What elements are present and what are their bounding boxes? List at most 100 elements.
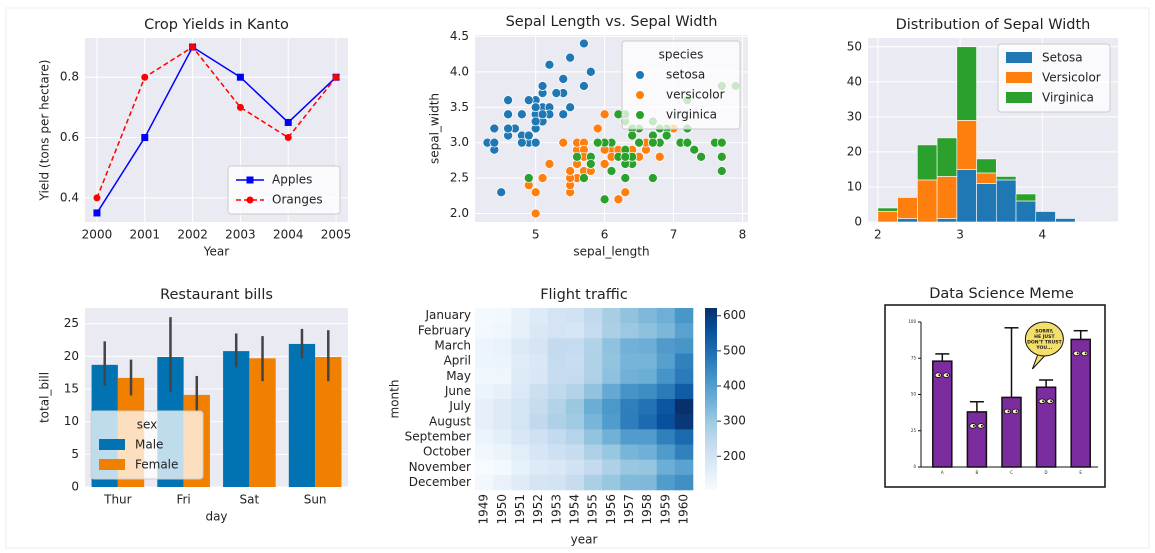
bar (995, 179, 1017, 223)
x-tick-label: 1958 (640, 494, 654, 525)
colorbar-tick-label: 200 (723, 449, 746, 463)
annotation: SORRY, (1035, 329, 1054, 335)
point (634, 137, 644, 148)
x-tick-label: 1949 (477, 494, 491, 525)
heat-cell (584, 338, 603, 354)
heat-cell (620, 338, 639, 354)
legend-title: sex (137, 418, 158, 432)
heat-cell (638, 414, 657, 430)
point (544, 59, 555, 70)
heat-cell (602, 383, 621, 400)
point (592, 123, 603, 134)
heat-cell (602, 459, 621, 476)
chart-title: Distribution of Sepal Width (896, 17, 1091, 33)
heat-cell (602, 308, 621, 324)
legend-label: Virginica (1042, 91, 1094, 105)
heat-cell (674, 353, 694, 369)
heat-cell (547, 353, 567, 369)
point (620, 173, 631, 183)
heat-cell (620, 368, 639, 385)
point (620, 151, 631, 162)
pupil (1076, 352, 1079, 355)
heat-cell (511, 399, 530, 415)
bar (976, 183, 997, 223)
heat-cell (511, 414, 530, 430)
y-tick-label: 30 (847, 109, 862, 123)
heat-cell (565, 353, 585, 369)
x-axis-label: year (571, 533, 598, 547)
bar (936, 176, 958, 219)
heat-cell (529, 444, 548, 460)
y-tick-label: 25 (64, 316, 79, 330)
x-tick-label: 2002 (177, 228, 208, 242)
point (503, 123, 513, 134)
heat-cell (674, 474, 694, 491)
heat-cell (529, 353, 548, 369)
legend-label: Versicolor (1042, 71, 1101, 85)
point (551, 88, 562, 98)
heat-cell (584, 444, 603, 460)
heat-cell (602, 399, 621, 415)
y-tick-label: October (423, 445, 471, 459)
heat-cell (493, 323, 512, 339)
heat-cell (674, 399, 694, 415)
bar (932, 360, 953, 468)
y-tick-label: 2.0 (450, 206, 469, 220)
heat-cell (584, 399, 603, 415)
heat-cell (656, 429, 676, 445)
heat-cell (493, 444, 512, 460)
y-tick-label: July (448, 399, 471, 413)
bar (976, 158, 997, 174)
heat-cell (602, 323, 621, 339)
heat-cell (584, 429, 603, 445)
point (599, 109, 610, 120)
heat-cell (547, 383, 567, 400)
bar (1015, 193, 1037, 202)
heat-cell (493, 429, 512, 445)
heat-cell (620, 459, 639, 476)
heat-cell (638, 338, 657, 354)
heat-cell (493, 308, 512, 324)
point (189, 43, 197, 51)
heat-cell (620, 353, 639, 369)
x-tick-label: 6 (601, 228, 609, 242)
heat-cell (511, 459, 530, 476)
point (613, 194, 624, 205)
point (530, 102, 541, 113)
heat-cell (638, 444, 657, 460)
pupil (972, 424, 975, 427)
heat-cell (656, 459, 676, 476)
x-tick-label: 1955 (586, 494, 600, 525)
legend-label: Oranges (272, 193, 323, 207)
point (141, 134, 149, 142)
legend-label: virginica (666, 108, 717, 122)
bar (936, 218, 958, 223)
x-tick-label: 1960 (676, 494, 690, 525)
heat-cell (511, 323, 530, 339)
point (565, 52, 575, 63)
y-tick-label: 0.8 (60, 70, 79, 84)
y-tick-label: 20 (847, 144, 862, 158)
y-tick-label: April (444, 354, 471, 368)
heat-cell (529, 338, 548, 354)
x-tick-label: 1950 (495, 494, 509, 525)
legend-label: setosa (666, 68, 705, 82)
bar (897, 218, 918, 223)
heat-cell (475, 323, 494, 339)
bar (877, 207, 898, 212)
y-tick-label: 0.6 (60, 130, 79, 144)
heat-cell (511, 429, 530, 445)
heat-cell (674, 429, 694, 445)
point (648, 137, 658, 148)
heat-cell (656, 368, 676, 385)
heat-cell (475, 338, 494, 354)
heat-cell (493, 338, 512, 354)
x-tick-label: B (976, 470, 979, 475)
x-tick-label: A (941, 470, 944, 475)
legend-box (621, 40, 741, 130)
x-tick-label: 5 (532, 228, 540, 242)
heat-cell (602, 444, 621, 460)
x-tick-label: 1959 (658, 494, 672, 525)
annotation: YOU... (1035, 345, 1052, 351)
heat-cell (565, 474, 585, 491)
